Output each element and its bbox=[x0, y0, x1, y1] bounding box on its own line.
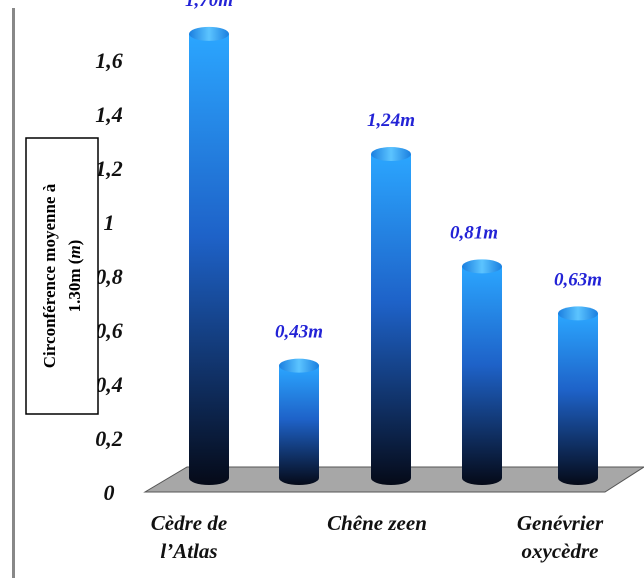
bar-cap bbox=[462, 259, 502, 274]
bar bbox=[189, 26, 229, 485]
y-tick-label: 0,4 bbox=[95, 372, 123, 397]
data-label: 1,24m bbox=[367, 110, 415, 131]
bar-cap bbox=[558, 306, 598, 321]
category-label: Cèdre de bbox=[151, 511, 227, 535]
y-axis-label-box: Circonférence moyenne à 1.30m (m) bbox=[25, 137, 99, 415]
bar-body bbox=[279, 365, 319, 485]
category-labels: Cèdre de l’Atlas Chêne zeen Genévrier oxycèd… bbox=[151, 511, 604, 563]
y-axis-label-line2: 1.30m (m) bbox=[65, 240, 84, 313]
bar-cap bbox=[371, 147, 411, 162]
bar-cap bbox=[279, 358, 319, 373]
y-tick-label: 1 bbox=[104, 210, 115, 235]
y-axis-label-line1: Circonférence moyenne à bbox=[40, 183, 59, 368]
bar-body bbox=[462, 266, 502, 485]
bar-body bbox=[189, 33, 229, 485]
y-tick-label: 1,4 bbox=[95, 102, 123, 127]
data-label: 0,81m bbox=[450, 222, 498, 243]
bar bbox=[462, 259, 502, 485]
data-labels: 1,70m 0,43m 1,24m 0,81m 0,63m bbox=[185, 0, 602, 343]
bar-series bbox=[189, 26, 598, 486]
y-tick-label: 0 bbox=[104, 480, 115, 505]
y-tick-label: 0,8 bbox=[95, 264, 123, 289]
chart-left-rule bbox=[12, 8, 15, 578]
bar bbox=[279, 358, 319, 485]
category-label: Chêne zeen bbox=[327, 511, 427, 535]
data-label: 1,70m bbox=[185, 0, 233, 11]
y-tick-label: 0,6 bbox=[95, 318, 123, 343]
y-tick-label: 1,2 bbox=[95, 156, 123, 181]
bar-body bbox=[558, 313, 598, 485]
bar-cap bbox=[189, 26, 229, 41]
y-tick-label: 1,6 bbox=[95, 48, 123, 73]
category-label: l’Atlas bbox=[160, 539, 217, 563]
y-axis-ticks: 0 0,2 0,4 0,6 0,8 1 1,2 1,4 1,6 bbox=[95, 48, 123, 505]
data-label: 0,43m bbox=[275, 322, 323, 343]
category-label: oxycèdre bbox=[522, 539, 599, 563]
data-label: 0,63m bbox=[554, 269, 602, 290]
bar-body bbox=[371, 154, 411, 486]
bar bbox=[558, 306, 598, 485]
category-label: Genévrier bbox=[517, 511, 604, 535]
bar bbox=[371, 147, 411, 486]
y-tick-label: 0,2 bbox=[95, 426, 123, 451]
